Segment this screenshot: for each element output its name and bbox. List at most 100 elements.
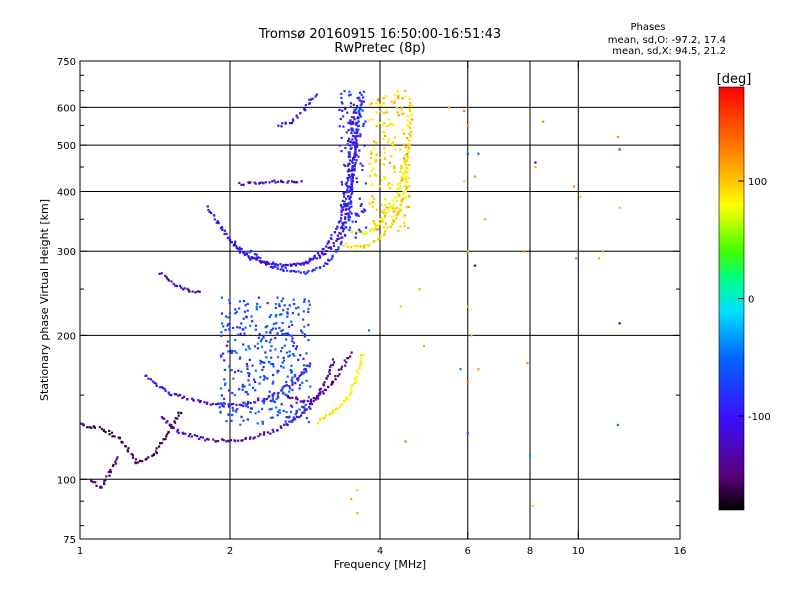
data-point xyxy=(246,418,249,421)
data-point xyxy=(276,429,279,432)
data-point xyxy=(403,197,406,200)
data-point xyxy=(235,403,238,407)
data-point xyxy=(399,167,403,170)
data-point xyxy=(362,354,366,357)
data-point xyxy=(157,445,161,448)
data-point xyxy=(344,225,347,229)
data-point xyxy=(309,407,312,410)
data-point xyxy=(383,157,386,160)
y-tick-label: 750 xyxy=(57,57,76,68)
data-point xyxy=(340,213,343,217)
data-point xyxy=(408,127,412,130)
data-point xyxy=(231,406,234,410)
data-point xyxy=(351,177,355,180)
data-point xyxy=(347,213,350,216)
data-point xyxy=(285,423,288,426)
data-point xyxy=(408,101,412,105)
data-point xyxy=(380,210,384,213)
data-point xyxy=(219,410,222,413)
data-point xyxy=(387,118,390,121)
data-point xyxy=(221,322,224,325)
data-point xyxy=(346,164,350,167)
data-point xyxy=(347,137,351,140)
data-point xyxy=(274,327,278,330)
data-point xyxy=(216,220,219,223)
data-point xyxy=(360,361,363,364)
data-point xyxy=(309,362,312,365)
data-point xyxy=(271,393,274,396)
data-point xyxy=(347,207,351,211)
data-point xyxy=(317,397,320,400)
data-point xyxy=(331,255,334,259)
data-point xyxy=(260,338,264,341)
data-point xyxy=(261,422,265,425)
data-point xyxy=(127,447,130,450)
data-point xyxy=(244,436,248,440)
data-point xyxy=(351,127,354,130)
data-point xyxy=(384,222,387,225)
data-point xyxy=(402,157,406,160)
data-point xyxy=(357,214,360,218)
data-point xyxy=(344,182,348,186)
data-point xyxy=(396,111,399,114)
data-point xyxy=(257,410,260,413)
data-point xyxy=(408,107,411,111)
data-point xyxy=(404,440,407,443)
data-point xyxy=(368,103,371,106)
data-point xyxy=(405,159,409,162)
data-point xyxy=(405,170,408,174)
data-point xyxy=(340,240,343,243)
data-point xyxy=(290,334,293,337)
data-point xyxy=(373,197,376,201)
data-point xyxy=(402,215,405,218)
data-point xyxy=(356,125,359,128)
data-point xyxy=(357,245,360,248)
data-point xyxy=(312,268,315,271)
data-point xyxy=(286,315,289,318)
data-point xyxy=(349,386,352,389)
data-point xyxy=(361,109,364,112)
data-point xyxy=(303,106,306,110)
data-point xyxy=(390,184,394,187)
data-point xyxy=(285,415,288,419)
data-point xyxy=(306,399,309,403)
data-point xyxy=(245,252,249,256)
data-point xyxy=(529,454,532,457)
data-point xyxy=(382,225,386,228)
data-point xyxy=(262,366,265,369)
data-point xyxy=(155,382,158,385)
data-point xyxy=(274,348,277,351)
data-point xyxy=(228,298,231,302)
data-point xyxy=(326,242,329,245)
data-point xyxy=(109,470,113,474)
data-point xyxy=(261,400,264,403)
data-point xyxy=(90,479,93,483)
data-point xyxy=(256,258,259,261)
colorbar-tick-label: 0 xyxy=(748,295,754,306)
data-point xyxy=(233,394,237,397)
data-point xyxy=(279,425,282,428)
data-point xyxy=(357,155,360,158)
data-point xyxy=(346,111,349,114)
data-point xyxy=(245,348,248,351)
data-point xyxy=(399,225,402,228)
data-point xyxy=(262,334,265,338)
data-point xyxy=(228,312,232,315)
data-point xyxy=(182,395,186,398)
data-point xyxy=(355,153,358,157)
data-point xyxy=(306,271,309,274)
data-point xyxy=(286,423,289,427)
data-point xyxy=(335,227,338,231)
data-point xyxy=(252,437,255,440)
data-point xyxy=(295,409,298,412)
data-point xyxy=(284,266,287,269)
data-point xyxy=(300,414,303,417)
data-point xyxy=(181,288,185,291)
data-point xyxy=(268,361,271,364)
data-point xyxy=(234,439,237,443)
data-point xyxy=(407,177,410,180)
data-point xyxy=(344,212,347,216)
data-point xyxy=(280,265,284,268)
data-point xyxy=(383,151,386,154)
data-point xyxy=(266,325,269,328)
